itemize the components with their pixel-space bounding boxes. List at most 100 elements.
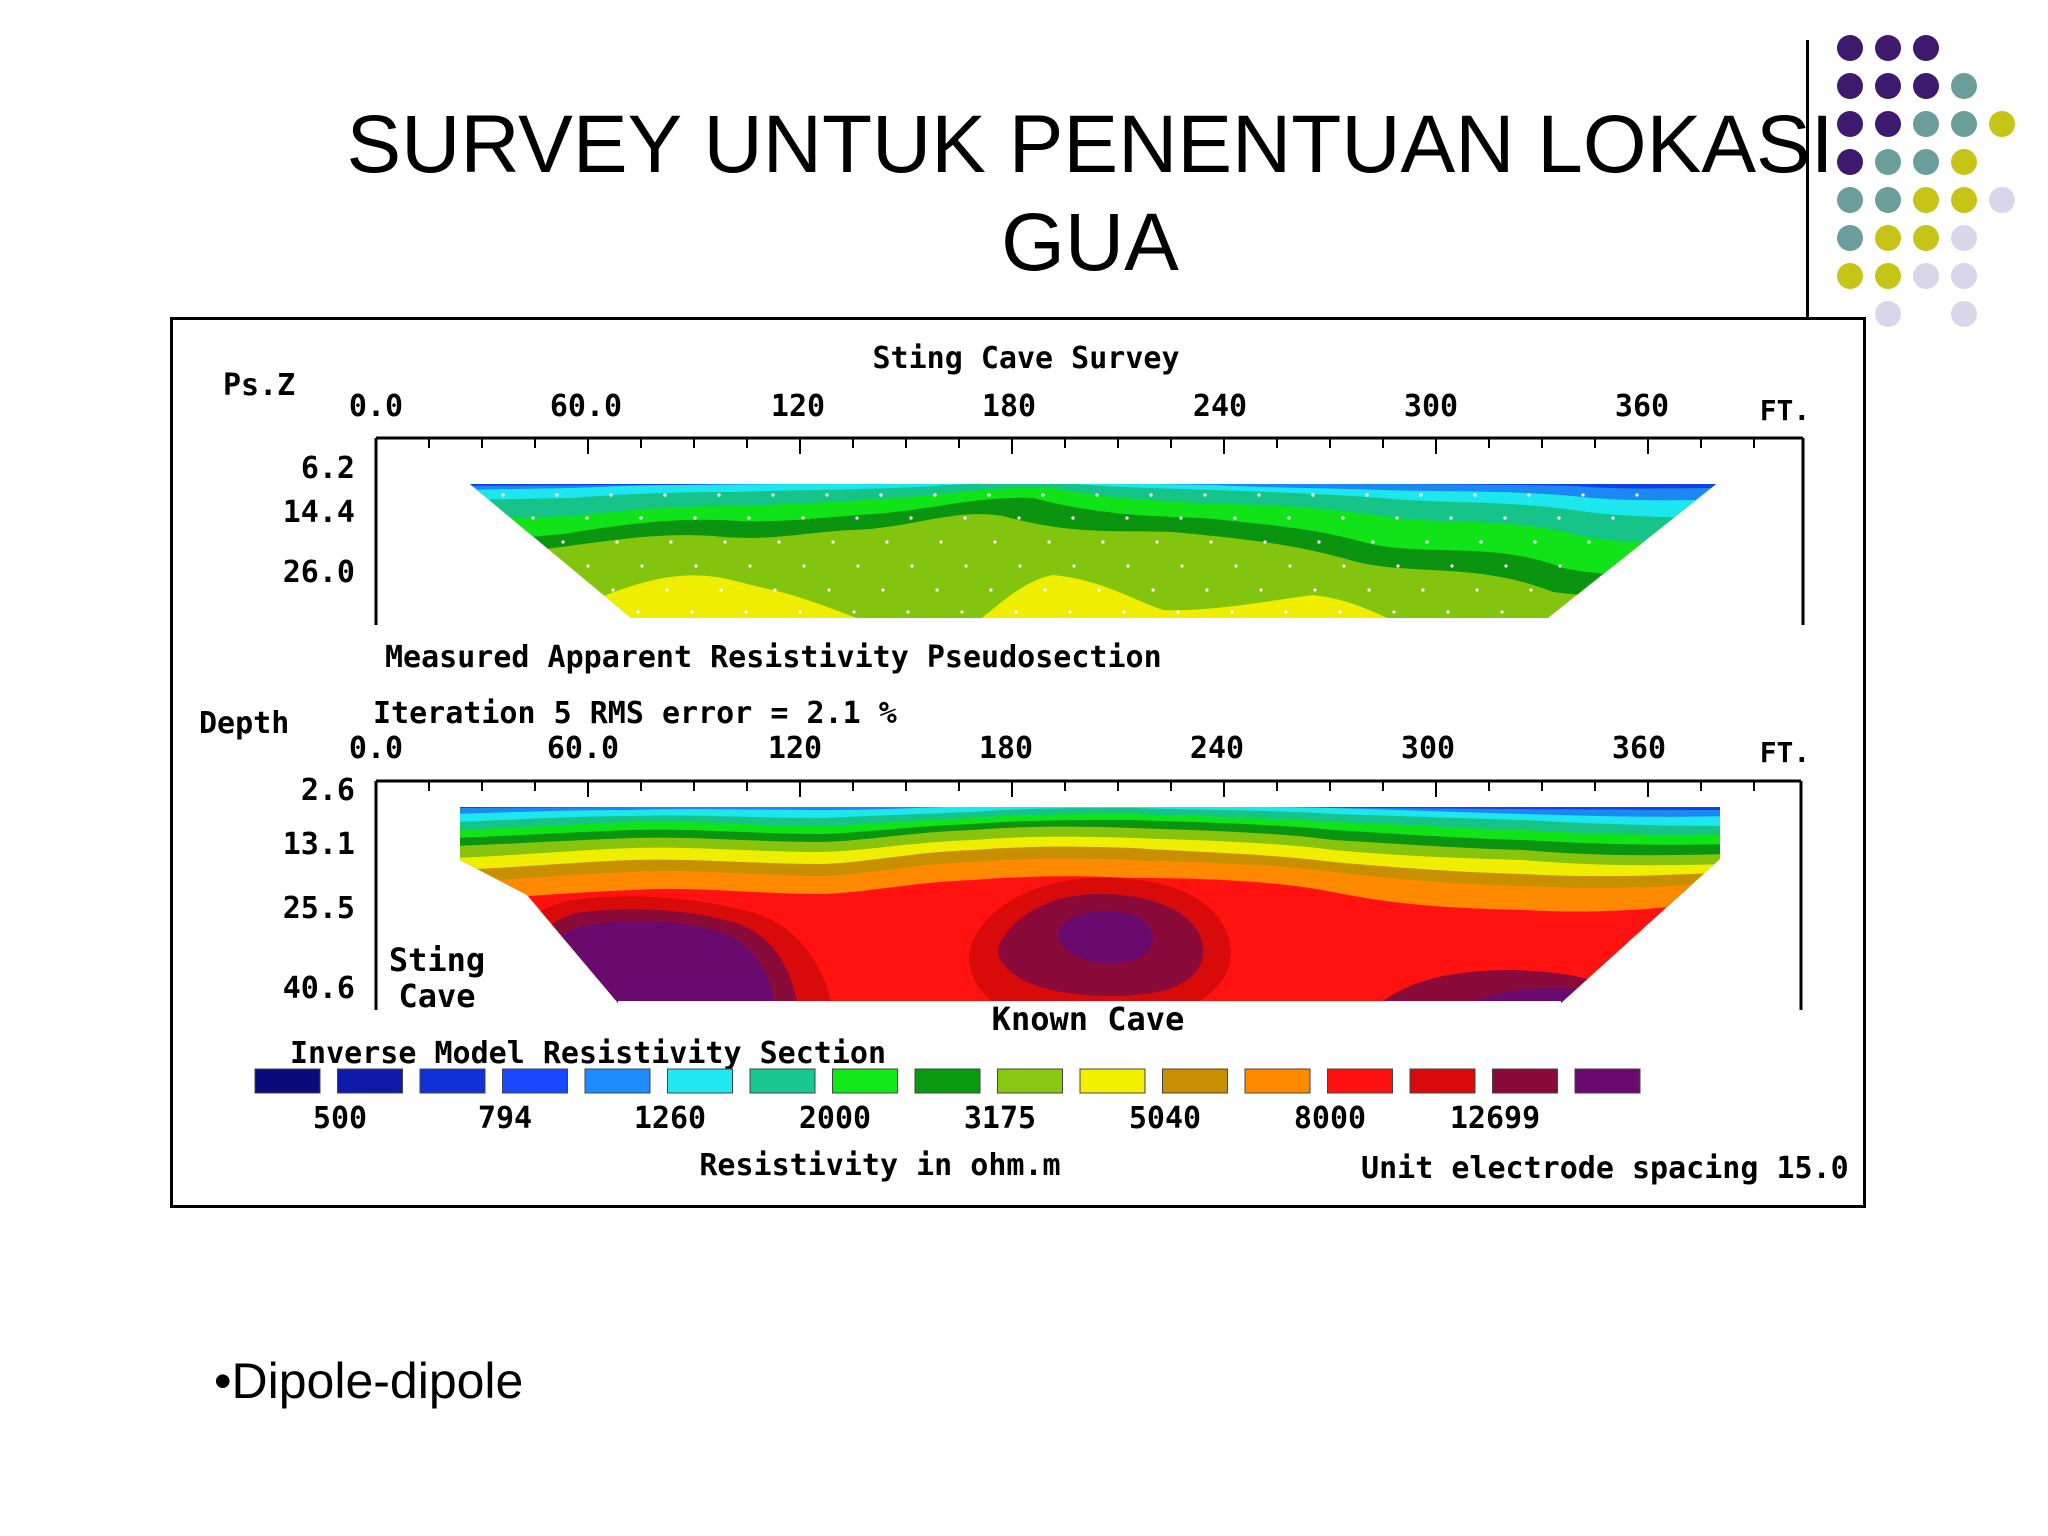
- resistivity-figure-canvas: Sting Cave Survey Ps.Z 0.0 60.0 120 180 …: [199, 341, 1863, 1186]
- bottom-x-tick: 360: [1612, 731, 1666, 766]
- measurement-point: [531, 516, 535, 520]
- measurement-point: [636, 610, 640, 614]
- measurement-point: [1503, 516, 1507, 520]
- measurement-point: [1317, 540, 1321, 544]
- decorative-dot: [1875, 187, 1901, 213]
- legend-value: 1260: [634, 1101, 706, 1136]
- bottom-x-tick: 60.0: [547, 731, 619, 766]
- legend-swatch: [1244, 1068, 1311, 1094]
- decorative-dot: [1951, 111, 1977, 137]
- measurement-point: [964, 564, 968, 568]
- measurement-point: [1311, 493, 1315, 497]
- bottom-x-tick: 0.0: [349, 731, 403, 766]
- measurement-point: [1071, 516, 1075, 520]
- measurement-point: [1635, 493, 1639, 497]
- measurement-point: [1341, 516, 1345, 520]
- top-axes: [374, 436, 1805, 625]
- measurement-point: [1587, 540, 1591, 544]
- bottom-x-minor-ticks: [375, 781, 1755, 797]
- top-x-minor-ticks: [375, 438, 1755, 454]
- measurement-point: [910, 564, 914, 568]
- legend-value: 3175: [964, 1101, 1036, 1136]
- decorative-dot: [1989, 187, 2015, 213]
- bottom-x-tick: 120: [768, 731, 822, 766]
- measurement-point: [935, 588, 939, 592]
- sting-cave-annotation: Sting Cave: [389, 941, 485, 1015]
- measurement-point: [1257, 493, 1261, 497]
- measurement-point: [771, 493, 775, 497]
- decorative-dot: [1951, 225, 1977, 251]
- slide-title-line-1: SURVEY UNTUK PENENTUAN LOKASI: [346, 99, 1834, 190]
- decorative-dot: [1875, 263, 1901, 289]
- resistivity-figure: Sting Cave Survey Ps.Z 0.0 60.0 120 180 …: [170, 317, 1866, 1208]
- measurement-point: [1047, 540, 1051, 544]
- top-x-tick: 240: [1193, 389, 1247, 424]
- measurement-point: [1041, 493, 1045, 497]
- measurement-point: [939, 540, 943, 544]
- measurement-point: [609, 493, 613, 497]
- measurement-point: [1558, 564, 1562, 568]
- measurement-point: [1018, 564, 1022, 568]
- legend-swatch: [914, 1068, 981, 1094]
- measurement-point: [1446, 610, 1450, 614]
- measurement-point: [960, 610, 964, 614]
- measurement-point: [852, 610, 856, 614]
- measurement-point: [1155, 540, 1159, 544]
- measurement-point: [1233, 516, 1237, 520]
- decorative-dot: [1837, 35, 1863, 61]
- bottom-x-tick: 240: [1190, 731, 1244, 766]
- measurement-point: [1234, 564, 1238, 568]
- decorative-dot: [1837, 111, 1863, 137]
- legend-swatch: [502, 1068, 568, 1094]
- measurement-point: [1125, 516, 1129, 520]
- measurement-point: [1529, 588, 1533, 592]
- measurement-points: [501, 493, 1639, 614]
- decorative-dot: [1951, 301, 1977, 327]
- apparent-resistivity-pseudosection: [470, 484, 1716, 618]
- measurement-point: [1230, 610, 1234, 614]
- inverse-model-section: [460, 807, 1720, 1003]
- measurement-point: [1043, 588, 1047, 592]
- top-x-tick-labels: 0.0 60.0 120 180 240 300 360: [349, 389, 1669, 424]
- measurement-point: [640, 564, 644, 568]
- measurement-point: [693, 516, 697, 520]
- top-y-tick: 14.4: [283, 495, 355, 530]
- top-x-unit: FT.: [1760, 394, 1811, 427]
- electrode-spacing-label: Unit electrode spacing 15.0 FT.: [1361, 1151, 1863, 1186]
- decorative-dot: [1837, 149, 1863, 175]
- legend-swatch: [1162, 1068, 1228, 1094]
- legend-swatch: [1492, 1068, 1558, 1094]
- decorative-dot: [1951, 73, 1977, 99]
- legend-swatch: [832, 1068, 898, 1094]
- legend-swatch: [419, 1068, 486, 1094]
- measurement-point: [1395, 516, 1399, 520]
- figure-title: Sting Cave Survey: [872, 341, 1179, 376]
- measurement-point: [885, 540, 889, 544]
- legend-value: 794: [478, 1101, 532, 1136]
- measurement-point: [1425, 540, 1429, 544]
- top-x-tick: 120: [771, 389, 825, 424]
- decorative-dot: [1951, 149, 1977, 175]
- measurement-point: [1338, 610, 1342, 614]
- measurement-point: [933, 493, 937, 497]
- legend-swatch: [997, 1068, 1063, 1094]
- measurement-point: [639, 516, 643, 520]
- decorative-dot: [1875, 35, 1901, 61]
- decorative-dot: [1913, 263, 1939, 289]
- measurement-point: [747, 516, 751, 520]
- measurement-point: [723, 540, 727, 544]
- measurement-point: [1392, 610, 1396, 614]
- legend-swatch: [1574, 1068, 1641, 1094]
- top-y-tick: 26.0: [283, 555, 355, 590]
- measurement-point: [1288, 564, 1292, 568]
- top-x-tick: 60.0: [550, 389, 622, 424]
- measurement-point: [690, 610, 694, 614]
- measurement-point: [561, 540, 565, 544]
- measurement-point: [1611, 516, 1615, 520]
- legend-color-swatches: [254, 1068, 1641, 1094]
- measurement-point: [1101, 540, 1105, 544]
- measurement-point: [586, 564, 590, 568]
- slide-title-line-2: GUA: [1001, 197, 1179, 288]
- measurement-point: [1371, 540, 1375, 544]
- decorative-dot: [1913, 35, 1939, 61]
